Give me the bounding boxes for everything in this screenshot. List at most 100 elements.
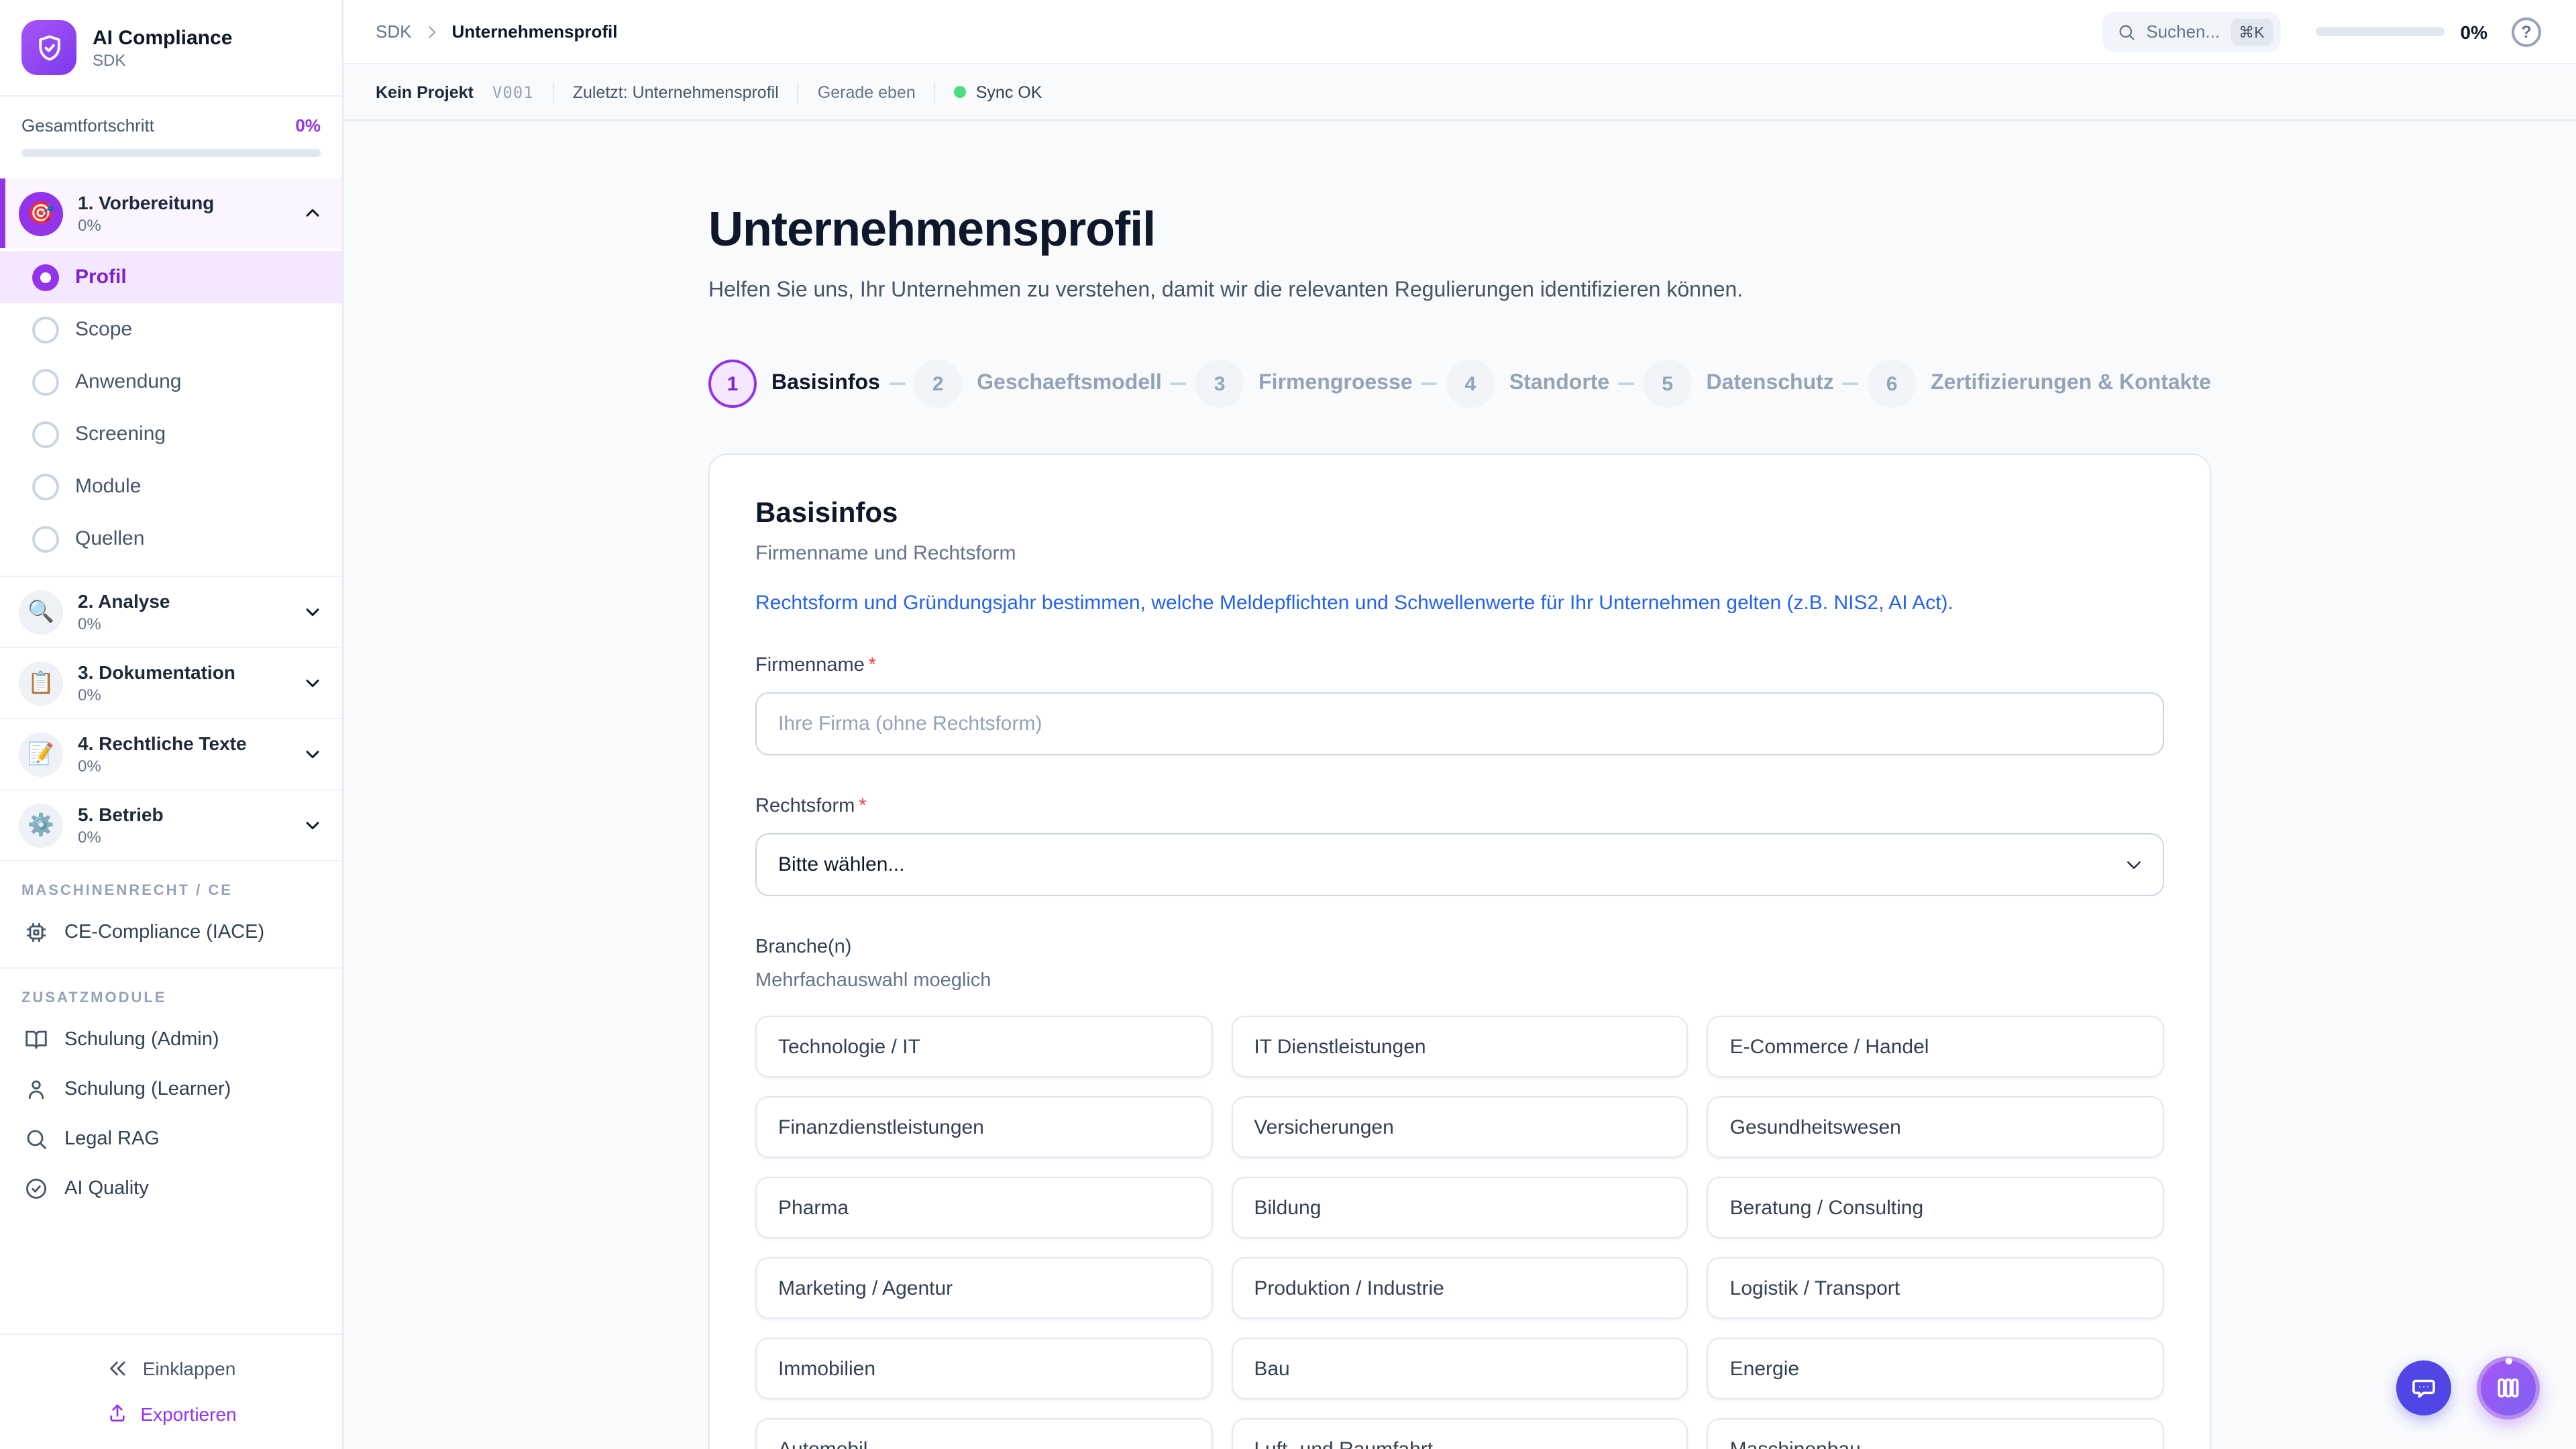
nav-section-4: 📝 4. Rechtliche Texte 0% xyxy=(0,719,342,790)
module-label: Schulung (Learner) xyxy=(64,1078,231,1099)
sidebar-item-quellen[interactable]: Quellen xyxy=(0,513,342,565)
section-title: 2. Analyse xyxy=(78,590,170,612)
chat-fab-button[interactable] xyxy=(2396,1360,2451,1415)
collapse-label: Einklappen xyxy=(142,1358,236,1379)
company-name-input[interactable] xyxy=(755,692,2164,755)
step-2[interactable]: 2 Geschaeftsmodell xyxy=(914,360,1162,408)
content-scroll-area[interactable]: Unternehmensprofil Helfen Sie uns, Ihr U… xyxy=(343,121,2576,1449)
step-separator xyxy=(1842,382,1859,386)
overall-progress-bar xyxy=(21,149,321,157)
nav-group-header: ZUSATZMODULE xyxy=(21,990,167,1006)
step-label: Standorte xyxy=(1509,372,1610,394)
chip-icon xyxy=(24,920,48,944)
card-subtitle: Firmenname und Rechtsform xyxy=(755,542,1016,565)
section-percent: 0% xyxy=(78,685,101,704)
sync-ok-dot xyxy=(954,86,967,98)
section-title: 4. Rechtliche Texte xyxy=(78,733,247,755)
industry-button[interactable]: Produktion / Industrie xyxy=(1231,1257,1688,1319)
topbar-progress-bar xyxy=(2315,27,2445,36)
section-title: 3. Dokumentation xyxy=(78,661,235,684)
breadcrumb: SDK Unternehmensprofil xyxy=(376,21,2102,42)
industry-button[interactable]: E-Commerce / Handel xyxy=(1707,1016,2164,1077)
sidebar-item-scope[interactable]: Scope xyxy=(0,303,342,356)
search-shortcut-badge: ⌘K xyxy=(2231,18,2273,45)
sidebar-item-anwendung[interactable]: Anwendung xyxy=(0,356,342,408)
radio-empty-icon xyxy=(32,525,59,552)
export-button[interactable]: Exportieren xyxy=(0,1402,342,1425)
industry-button[interactable]: Logistik / Transport xyxy=(1707,1257,2164,1319)
nav-section-header-5[interactable]: ⚙️ 5. Betrieb 0% xyxy=(0,790,342,860)
legal-form-select[interactable]: Bitte wählen... xyxy=(755,833,2164,896)
section-text: 4. Rechtliche Texte 0% xyxy=(78,733,287,775)
project-status: Kein Projekt xyxy=(376,83,474,101)
section-emoji-icon: 🎯 xyxy=(19,191,63,235)
industry-button[interactable]: Luft- und Raumfahrt xyxy=(1231,1418,1688,1449)
chevron-down-icon xyxy=(2124,855,2144,875)
breadcrumb-root[interactable]: SDK xyxy=(376,21,412,42)
industry-button[interactable]: Pharma xyxy=(755,1177,1213,1238)
kanban-fab-button[interactable] xyxy=(2477,1356,2540,1419)
industry-button[interactable]: Bildung xyxy=(1231,1177,1688,1238)
sidebar-module-person[interactable]: Schulung (Learner) xyxy=(0,1064,342,1114)
step-label: Geschaeftsmodell xyxy=(977,372,1162,394)
step-separator xyxy=(889,382,905,386)
topbar-progress: 0% xyxy=(2315,21,2487,42)
sidebar-item-screening[interactable]: Screening xyxy=(0,408,342,460)
nav-section-5: ⚙️ 5. Betrieb 0% xyxy=(0,790,342,861)
step-1[interactable]: 1 Basisinfos xyxy=(708,360,880,408)
sidebar-item-module[interactable]: Module xyxy=(0,460,342,513)
industry-button[interactable]: Technologie / IT xyxy=(755,1016,1213,1077)
step-4[interactable]: 4 Standorte xyxy=(1446,360,1609,408)
export-label: Exportieren xyxy=(140,1403,237,1424)
section-text: 2. Analyse 0% xyxy=(78,591,287,633)
chevron-down-icon xyxy=(302,601,323,623)
step-label: Zertifizierungen & Kontakte xyxy=(1931,372,2211,394)
sidebar-module-check[interactable]: AI Quality xyxy=(0,1163,342,1213)
industry-button[interactable]: IT Dienstleistungen xyxy=(1231,1016,1688,1077)
industry-button[interactable]: Beratung / Consulting xyxy=(1707,1177,2164,1238)
industry-button[interactable]: Energie xyxy=(1707,1338,2164,1399)
industry-button[interactable]: Versicherungen xyxy=(1231,1096,1688,1158)
nav-section-header-2[interactable]: 🔍 2. Analyse 0% xyxy=(0,577,342,647)
sidebar-item-label: Quellen xyxy=(75,527,145,550)
industry-button[interactable]: Gesundheitswesen xyxy=(1707,1096,2164,1158)
module-label: AI Quality xyxy=(64,1177,149,1199)
sidebar-item-label: Profil xyxy=(75,266,127,288)
upload-icon xyxy=(105,1402,128,1425)
chevron-down-icon xyxy=(302,672,323,694)
industry-button[interactable]: Bau xyxy=(1231,1338,1688,1399)
step-5[interactable]: 5 Datenschutz xyxy=(1643,360,1834,408)
app-title-block: AI Compliance SDK xyxy=(93,26,232,69)
step-separator xyxy=(1421,382,1438,386)
section-percent: 0% xyxy=(78,756,101,775)
help-button[interactable]: ? xyxy=(2512,17,2541,46)
search-input[interactable]: Suchen... ⌘K xyxy=(2102,11,2281,52)
collapse-sidebar-button[interactable]: Einklappen xyxy=(0,1356,342,1381)
divider xyxy=(552,81,554,103)
sidebar-module-book[interactable]: Schulung (Admin) xyxy=(0,1014,342,1064)
last-visited: Zuletzt: Unternehmensprofil xyxy=(572,83,779,101)
industry-button[interactable]: Marketing / Agentur xyxy=(755,1257,1213,1319)
page-title: Unternehmensprofil xyxy=(708,201,1156,256)
sidebar-module-chip[interactable]: CE-Compliance (IACE) xyxy=(0,907,342,957)
statusbar: Kein Projekt V001 Zuletzt: Unternehmensp… xyxy=(343,64,2576,121)
nav-section-header-1[interactable]: 🎯 1. Vorbereitung 0% xyxy=(0,178,342,248)
industry-button[interactable]: Maschinenbau xyxy=(1707,1418,2164,1449)
radio-empty-icon xyxy=(32,421,59,447)
section-text: 3. Dokumentation 0% xyxy=(78,662,287,704)
industry-button[interactable]: Immobilien xyxy=(755,1338,1213,1399)
person-icon xyxy=(24,1077,48,1101)
sidebar-module-search[interactable]: Legal RAG xyxy=(0,1114,342,1163)
industry-button[interactable]: Finanzdienstleistungen xyxy=(755,1096,1213,1158)
industry-hint: Mehrfachauswahl moeglich xyxy=(755,970,991,991)
section-emoji-icon: ⚙️ xyxy=(19,803,63,847)
nav-section-header-4[interactable]: 📝 4. Rechtliche Texte 0% xyxy=(0,719,342,789)
section-percent: 0% xyxy=(78,614,101,633)
step-3[interactable]: 3 Firmengroesse xyxy=(1195,360,1413,408)
industry-grid: Technologie / IT IT Dienstleistungen E-Com… xyxy=(755,1016,2164,1449)
industry-button[interactable]: Automobil xyxy=(755,1418,1213,1449)
sidebar-item-profil[interactable]: Profil xyxy=(0,251,342,303)
nav-section-header-3[interactable]: 📋 3. Dokumentation 0% xyxy=(0,648,342,718)
step-number: 2 xyxy=(914,360,963,408)
step-6[interactable]: 6 Zertifizierungen & Kontakte xyxy=(1868,360,2211,408)
